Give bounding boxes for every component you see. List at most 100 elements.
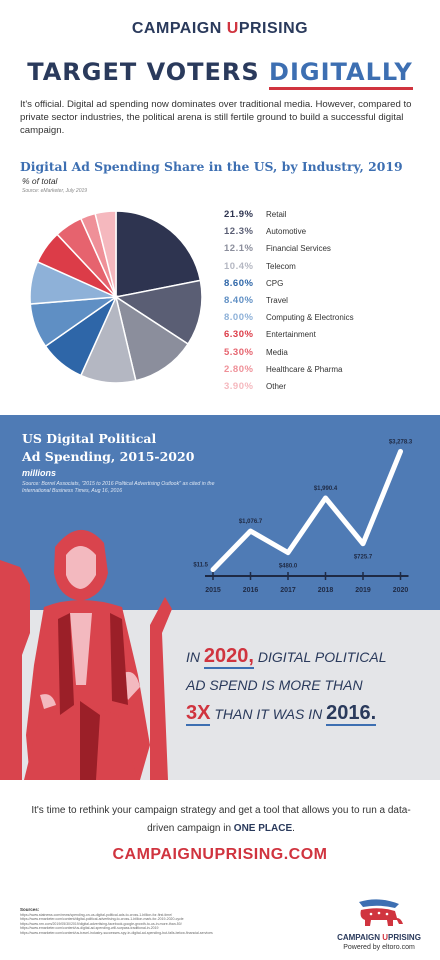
data-point	[211, 567, 215, 572]
brand-text-1: CAMPAIGN	[131, 20, 227, 37]
series-line	[210, 448, 403, 573]
source-item[interactable]: https://www.nrn.com/2019/05/30/2019/digi…	[20, 921, 182, 926]
x-tick-label: 2017	[280, 587, 296, 594]
pie-slice-other	[94, 210, 117, 298]
brand-logo: CAMPAIGN UPRISING	[0, 20, 440, 38]
closing-bold: ONE PLACE	[233, 823, 293, 834]
x-tick-label: 2018	[318, 587, 334, 594]
legend-value: 5.30%	[224, 346, 254, 358]
legend-item: 2.80% Healthcare & Pharma	[224, 361, 434, 378]
intro-paragraph: It's official. Digital ad spending now d…	[20, 99, 412, 136]
data-point	[248, 529, 253, 534]
footer-brand: CAMPAIGN UPRISING	[323, 933, 435, 942]
page-headline: TARGET VOTERS DIGITALLY	[0, 58, 440, 90]
footer-brand-1: CAMPAIGN	[337, 933, 383, 942]
pie-chart-title: Digital Ad Spending Share in the US, by …	[20, 159, 403, 174]
legend-label: CPG	[266, 278, 284, 288]
legend-label: Entertainment	[266, 330, 316, 340]
legend-item: 8.00% Computing & Electronics	[224, 309, 434, 326]
legend-value: 2.80%	[224, 363, 254, 375]
legend-item: 5.30% Media	[224, 344, 434, 361]
legend-label: Computing & Electronics	[266, 313, 354, 323]
data-point	[398, 449, 403, 454]
legend-value: 8.00%	[224, 312, 254, 324]
legend-value: 8.40%	[224, 295, 254, 307]
legend-label: Retail	[266, 210, 287, 220]
lincoln-statue-icon	[0, 529, 172, 780]
powered-by-text[interactable]: Powered by eltoro.com	[343, 944, 415, 951]
x-tick-label: 2016	[243, 587, 259, 594]
legend-item: 21.9% Retail	[224, 206, 434, 223]
footer-brand-2: U	[382, 933, 389, 942]
claim-year-2016: 2016.	[326, 702, 377, 726]
data-label: $725.7	[354, 555, 373, 561]
legend-value: 12.1%	[224, 243, 254, 255]
data-point	[361, 541, 365, 546]
x-tick-label: 2019	[355, 587, 371, 594]
political-chart-source: Source: Borrel Associats, "2015 to 2016 …	[22, 481, 215, 494]
headline-highlight: DIGITALLY	[269, 58, 413, 90]
source-item[interactable]: https://www.statnews.com/news/spending-o…	[20, 912, 173, 917]
data-label: $1,076.7	[239, 519, 263, 525]
legend-label: Telecom	[266, 261, 296, 271]
legend-value: 8.60%	[224, 277, 254, 289]
political-title-line2: Ad Spending, 2015-2020	[22, 449, 195, 464]
source-item[interactable]: https://www.emarketer.com/content/us-tra…	[20, 930, 213, 935]
pie-legend: 21.9% Retail 12.3% Automotive 12.1% Financial…	[224, 206, 434, 395]
pie-slice-retail	[115, 210, 202, 298]
data-label: $3,278.3	[389, 439, 413, 445]
political-chart-units: millions	[22, 468, 57, 478]
claim-in: IN	[186, 649, 204, 665]
legend-label: Media	[266, 347, 288, 357]
pie-chart-subtitle: % of total	[22, 176, 58, 186]
source-item[interactable]: https://www.emarketer.com/content/us-dig…	[20, 926, 159, 930]
website-link[interactable]: CAMPAIGNUPRISING.COM	[112, 846, 328, 863]
closing-text: It's time to rethink your campaign strat…	[28, 802, 414, 838]
legend-item: 12.3% Automotive	[224, 223, 434, 240]
legend-label: Other	[266, 381, 287, 391]
legend-item: 6.30% Entertainment	[224, 326, 434, 343]
legend-item: 3.90% Other	[224, 378, 434, 395]
x-tick-label: 2020	[393, 587, 409, 594]
source-item[interactable]: https://www.emarketer.com/content/digita…	[20, 917, 184, 921]
headline-plain: TARGET VOTERS	[27, 58, 270, 86]
brand-text-2: U	[226, 20, 239, 37]
footer-logo: CAMPAIGN UPRISING Powered by eltoro.com	[323, 898, 435, 951]
legend-value: 21.9%	[224, 209, 254, 221]
footer-brand-3: PRISING	[388, 933, 421, 942]
sources-list: Sources: https://www.statnews.com/news/s…	[20, 907, 280, 935]
legend-item: 8.60% CPG	[224, 275, 434, 292]
claim-year-2020: 2020,	[203, 645, 254, 669]
x-tick-label: 2015	[205, 587, 221, 594]
claim-line3-rest: THAN IT WAS IN	[210, 706, 327, 722]
data-point	[286, 550, 290, 555]
legend-label: Automotive	[266, 227, 307, 237]
political-line-chart: 2015 2016 2017 2018 2019 2020 $11.5 $1,076.7 $48…	[193, 439, 413, 594]
legend-label: Financial Services	[266, 244, 331, 254]
sources-header: Sources:	[20, 907, 40, 912]
political-title-line1: US Digital Political	[22, 431, 157, 446]
legend-value: 3.90%	[224, 380, 254, 392]
legend-value: 6.30%	[224, 329, 254, 341]
closing-end: .	[292, 823, 295, 834]
pie-chart	[29, 210, 203, 384]
data-label: $11.5	[193, 563, 208, 569]
legend-label: Healthcare & Pharma	[266, 364, 343, 374]
claim-line2: AD SPEND IS MORE THAN	[186, 677, 363, 693]
claim-multiplier: 3X	[186, 702, 211, 726]
legend-item: 10.4% Telecom	[224, 258, 434, 275]
data-label: $1,990.4	[314, 486, 338, 492]
claim-line1-rest: DIGITAL POLITICAL	[253, 649, 387, 665]
claim-statement: IN 2020, DIGITAL POLITICAL AD SPEND IS M…	[186, 644, 436, 726]
legend-label: Travel	[266, 296, 288, 306]
legend-value: 12.3%	[224, 226, 254, 238]
pie-slice-automotive	[114, 279, 203, 346]
elephant-icon	[359, 899, 403, 926]
legend-item: 12.1% Financial Services	[224, 240, 434, 257]
legend-item: 8.40% Travel	[224, 292, 434, 309]
pie-chart-source: Source: eMarketer, July 2019	[22, 188, 88, 194]
political-chart-title: US Digital Political Ad Spending, 2015-20…	[22, 430, 262, 466]
data-point	[323, 495, 328, 500]
legend-value: 10.4%	[224, 260, 254, 272]
brand-text-3: PRISING	[238, 20, 309, 37]
